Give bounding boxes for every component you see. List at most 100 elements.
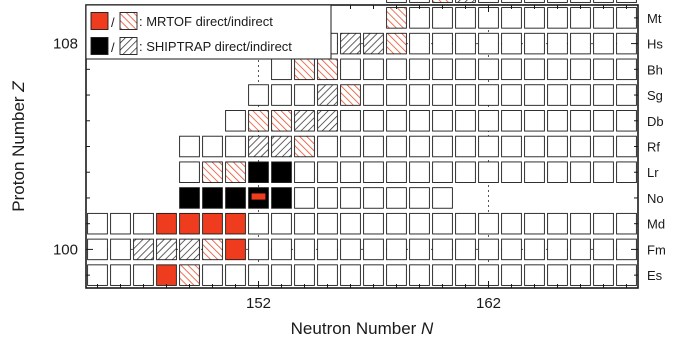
nuclide-z102-n156 — [340, 187, 361, 209]
nuclide-z108-n163 — [501, 32, 522, 55]
element-label-no: No — [647, 191, 664, 206]
nuclide-z110-n167 — [593, 0, 614, 3]
nuclide-z100-n161 — [455, 238, 476, 261]
nuclide-z99-n159 — [409, 264, 430, 286]
nuclide-z108-n164 — [524, 32, 545, 55]
nuclide-z109-n164 — [524, 7, 545, 29]
legend-mrtof-label: : MRTOF direct/indirect — [139, 14, 273, 29]
nuclide-z99-n153 — [271, 264, 292, 286]
nuclide-z99-n167 — [593, 264, 614, 286]
nuclide-z105-n159 — [409, 110, 430, 132]
nuclide-z102-n154 — [294, 187, 315, 209]
nuclide-z103-n159 — [409, 161, 430, 183]
nuclide-z99-n150 — [202, 264, 223, 286]
nuclide-z105-n161 — [455, 110, 476, 132]
nuclide-z103-n166 — [570, 161, 591, 183]
nuclide-z104-n164 — [524, 135, 545, 158]
nuclide-z105-n167 — [593, 110, 614, 132]
nuclide-z103-n160 — [432, 161, 453, 183]
legend-shiptrap-indirect-swatch — [119, 37, 138, 55]
nuclide-z101-n168 — [616, 212, 637, 235]
nuclide-z107-n155 — [317, 58, 338, 81]
nuclide-z106-n154 — [294, 84, 315, 106]
nuclide-z100-n159 — [409, 238, 430, 261]
nuclide-z110-n165 — [547, 0, 568, 3]
nuclide-z110-n158 — [386, 0, 407, 3]
nuclide-z109-n160 — [432, 7, 453, 29]
nuclide-z109-n168 — [616, 7, 637, 29]
nuclide-z108-n157 — [363, 32, 384, 55]
element-label-md: Md — [647, 217, 665, 232]
nuclide-z101-n159 — [409, 212, 430, 235]
nuclide-z106-n163 — [501, 84, 522, 106]
nuclide-z101-n154 — [294, 212, 315, 235]
nuclide-z106-n160 — [432, 84, 453, 106]
nuclide-z105-n164 — [524, 110, 545, 132]
nuclide-z100-n162 — [478, 238, 499, 261]
nuclide-z100-n154 — [294, 238, 315, 261]
nuclide-z103-n163 — [501, 161, 522, 183]
legend-slash: / — [111, 40, 115, 55]
nuclide-z107-n168 — [616, 58, 637, 81]
nuclide-z103-n154 — [294, 161, 315, 183]
nuclide-z106-n167 — [593, 84, 614, 106]
nuclide-z105-n163 — [501, 110, 522, 132]
nuclide-z103-n150 — [202, 161, 223, 183]
nuclide-z110-n164 — [524, 0, 545, 3]
nuclide-z110-n162 — [478, 0, 499, 3]
legend-shiptrap-label: : SHIPTRAP direct/indirect — [139, 39, 292, 54]
nuclide-z102-n152-mrtof-inset — [251, 193, 266, 200]
y-tick-label-100: 100 — [53, 241, 78, 258]
nuclide-z105-n165 — [547, 110, 568, 132]
nuclide-z108-n165 — [547, 32, 568, 55]
nuclide-z99-n163 — [501, 264, 522, 286]
element-label-hs: Hs — [647, 37, 663, 52]
nuclide-z110-n163 — [501, 0, 522, 3]
nuclide-z100-n153 — [271, 238, 292, 261]
nuclide-z101-n158 — [386, 212, 407, 235]
element-label-es: Es — [647, 268, 663, 283]
nuclide-z108-n159 — [409, 32, 430, 55]
nuclide-z99-n146 — [110, 264, 131, 286]
element-label-lr: Lr — [647, 165, 659, 180]
nuclide-z101-n153 — [271, 212, 292, 235]
element-label-db: Db — [647, 114, 664, 129]
nuclide-z105-n166 — [570, 110, 591, 132]
nuclide-z106-n152 — [248, 84, 269, 106]
nuclide-z101-n164 — [524, 212, 545, 235]
nuclide-z102-n158 — [386, 187, 407, 209]
nuclide-z103-n153 — [271, 161, 292, 183]
nuclide-z104-n168 — [616, 135, 637, 158]
nuclide-z107-n167 — [593, 58, 614, 81]
nuclide-z105-n154 — [294, 110, 315, 132]
nuclide-z101-n148 — [156, 212, 177, 235]
nuclide-z106-n158 — [386, 84, 407, 106]
nuclide-z104-n151 — [225, 135, 246, 158]
nuclide-z104-n158 — [386, 135, 407, 158]
nuclide-z105-n168 — [616, 110, 637, 132]
nuclide-z104-n165 — [547, 135, 568, 158]
nuclide-z106-n157 — [363, 84, 384, 106]
nuclide-z105-n162 — [478, 110, 499, 132]
nuclide-z108-n166 — [570, 32, 591, 55]
nuclide-z102-n157 — [363, 187, 384, 209]
nuclide-z99-n148 — [156, 264, 177, 286]
nuclide-z100-n155 — [317, 238, 338, 261]
nuclide-z105-n156 — [340, 110, 361, 132]
nuclide-z108-n160 — [432, 32, 453, 55]
nuclide-z100-n158 — [386, 238, 407, 261]
x-tick-label-152: 152 — [246, 295, 271, 312]
nuclide-z104-n161 — [455, 135, 476, 158]
nuclide-z109-n158 — [386, 7, 407, 29]
legend-slash: / — [111, 15, 115, 30]
nuclide-z99-n151 — [225, 264, 246, 286]
nuclide-z101-n152 — [248, 212, 269, 235]
nuclide-z100-n148 — [156, 238, 177, 261]
nuclide-z101-n155 — [317, 212, 338, 235]
nuclide-z99-n160 — [432, 264, 453, 286]
nuclide-z105-n155 — [317, 110, 338, 132]
nuclide-z107-n165 — [547, 58, 568, 81]
nuclide-z100-n163 — [501, 238, 522, 261]
nuclide-z99-n149 — [179, 264, 200, 286]
